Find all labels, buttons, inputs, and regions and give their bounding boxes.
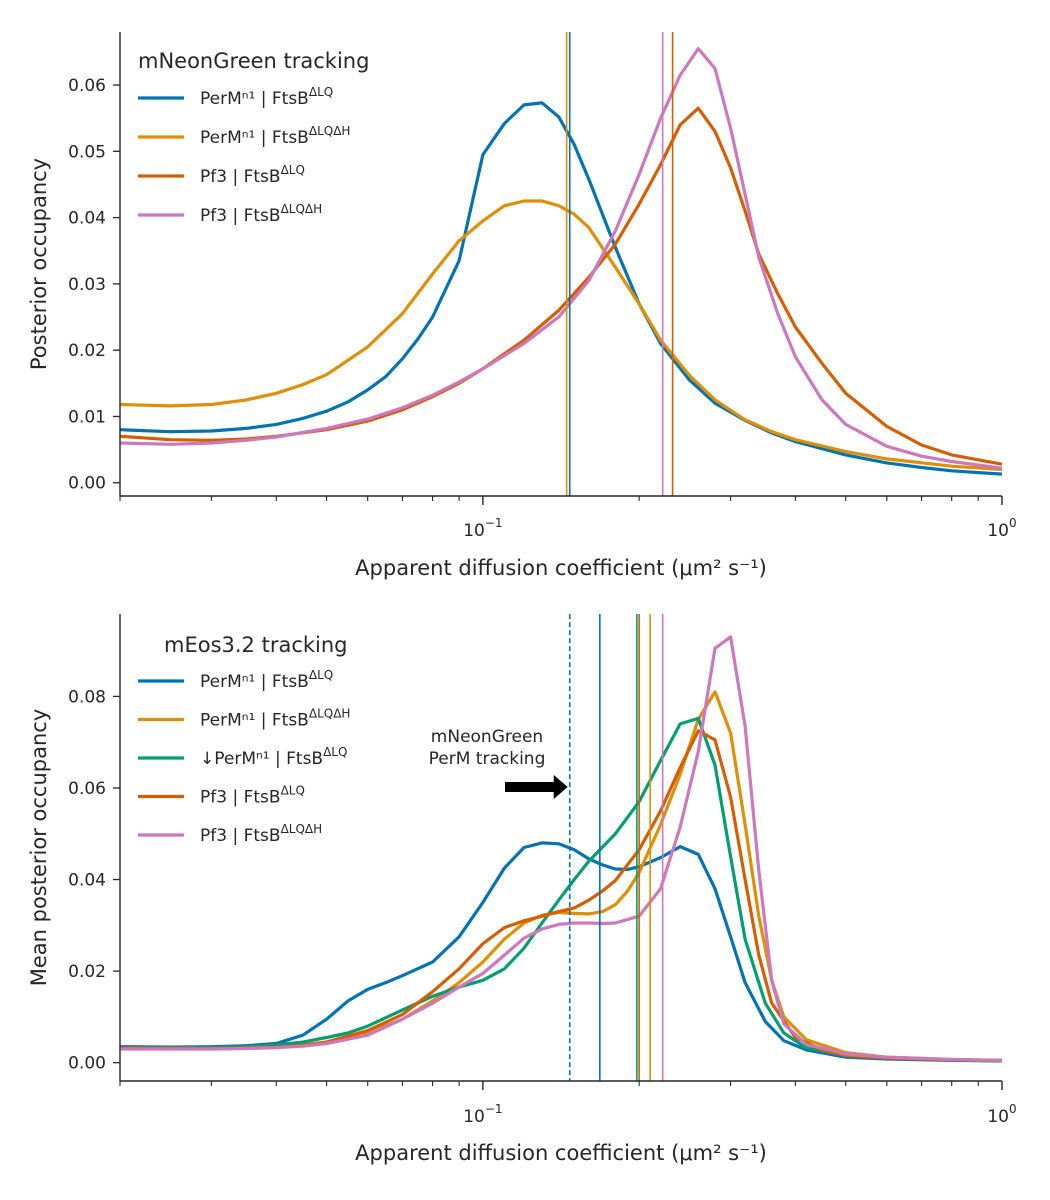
legend-title: mNeonGreen tracking bbox=[138, 49, 369, 73]
y-tick-label: 0.01 bbox=[68, 407, 106, 427]
series-lines bbox=[119, 635, 1003, 1063]
x-tick-label: 10−1 bbox=[463, 516, 502, 541]
series-line-2 bbox=[120, 716, 1003, 1063]
series-line-3 bbox=[119, 46, 1003, 470]
legend-label-3: Pf3 | FtsBΔLQ bbox=[200, 784, 305, 808]
chart-panel-meos: 0.00 0.02 0.04 0.06 0.08 10−1 100 Apparent diff… bbox=[27, 614, 1017, 1165]
legend-label-0: PerMⁿ¹ | FtsBΔLQ bbox=[200, 668, 333, 692]
chart-panel-mneongreen: 0.00 0.01 0.02 0.03 0.04 0.05 0.06 10−1 100 Appar… bbox=[27, 32, 1017, 580]
y-axis-label: Mean posterior occupancy bbox=[27, 709, 51, 987]
axes: 0.00 0.02 0.04 0.06 0.08 10−1 100 Apparent diff… bbox=[27, 614, 1017, 1165]
series-line-0 bbox=[119, 101, 1003, 476]
legend-label-1: PerMⁿ¹ | FtsBΔLQΔH bbox=[200, 124, 350, 148]
y-tick-label: 0.04 bbox=[68, 209, 106, 229]
series-line-1 bbox=[119, 199, 1003, 472]
median-lines bbox=[565, 32, 674, 496]
y-tick-label: 0.00 bbox=[68, 474, 106, 494]
legend-title: mEos3.2 tracking bbox=[164, 633, 348, 657]
y-tick-label: 0.06 bbox=[68, 76, 106, 96]
legend-label-2: Pf3 | FtsBΔLQ bbox=[200, 163, 305, 187]
series-line-1 bbox=[120, 690, 1003, 1062]
y-tick-label: 0.03 bbox=[68, 275, 106, 295]
series-lines bbox=[119, 46, 1003, 476]
legend-label-2: ↓PerMⁿ¹ | FtsBΔLQ bbox=[200, 745, 347, 769]
legend-label-1: PerMⁿ¹ | FtsBΔLQΔH bbox=[200, 707, 350, 731]
series-line-2 bbox=[119, 106, 1003, 466]
y-tick-label: 0.04 bbox=[68, 871, 106, 891]
series-line-4 bbox=[120, 635, 1003, 1062]
x-axis-label: Apparent diffusion coefficient (μm² s⁻¹) bbox=[355, 1141, 767, 1165]
y-tick-label: 0.06 bbox=[68, 779, 106, 799]
legend: mNeonGreen tracking PerMⁿ¹ | FtsBΔLQ PerMⁿ… bbox=[138, 49, 369, 226]
legend-label-0: PerMⁿ¹ | FtsBΔLQ bbox=[200, 85, 333, 109]
y-tick-label: 0.02 bbox=[68, 341, 106, 361]
annotation-text-line-2: PerM tracking bbox=[429, 749, 546, 769]
x-axis-label: Apparent diffusion coefficient (μm² s⁻¹) bbox=[355, 556, 767, 580]
x-tick-label: 100 bbox=[987, 1102, 1016, 1127]
y-tick-label: 0.08 bbox=[68, 687, 106, 707]
y-tick-label: 0.05 bbox=[68, 142, 106, 162]
median-lines bbox=[568, 614, 664, 1081]
x-tick-label: 100 bbox=[987, 516, 1016, 541]
y-axis-label: Posterior occupancy bbox=[27, 158, 51, 370]
legend-label-4: Pf3 | FtsBΔLQΔH bbox=[200, 822, 322, 846]
legend: mEos3.2 tracking PerMⁿ¹ | FtsBΔLQ PerMⁿ¹ |… bbox=[138, 633, 350, 846]
x-tick-label: 10−1 bbox=[463, 1102, 502, 1127]
legend-label-3: Pf3 | FtsBΔLQΔH bbox=[200, 202, 322, 226]
y-tick-label: 0.00 bbox=[68, 1054, 106, 1074]
annotation-arrow bbox=[505, 775, 568, 799]
annotation-text-line-1: mNeonGreen bbox=[431, 727, 543, 747]
y-tick-label: 0.02 bbox=[68, 962, 106, 982]
series-line-0 bbox=[119, 841, 1003, 1063]
axes: 0.00 0.01 0.02 0.03 0.04 0.05 0.06 10−1 100 Appar… bbox=[27, 32, 1017, 580]
